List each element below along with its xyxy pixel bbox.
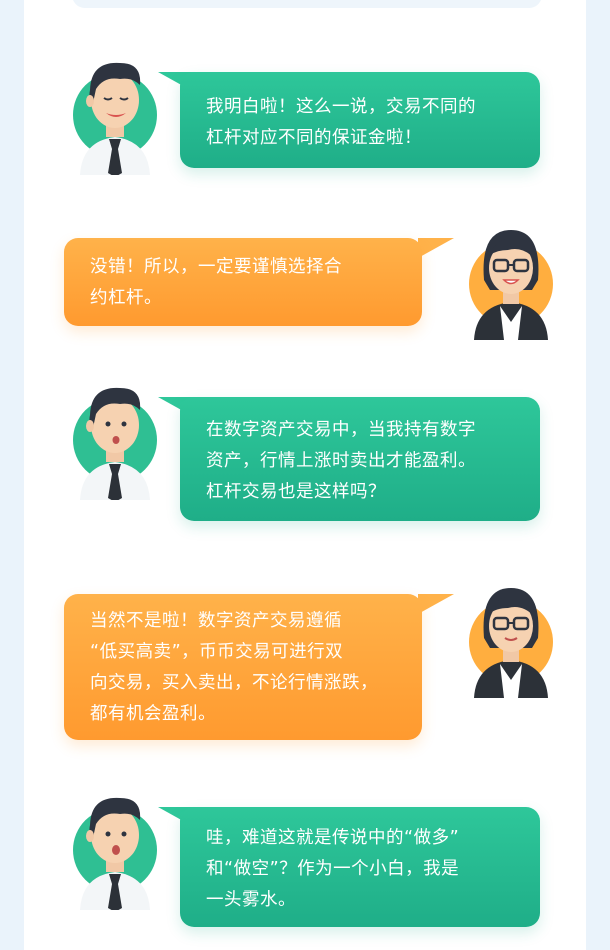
woman-message-bubble: 当然不是啦！数字资产交易遵循 “低买高卖”，币币交易可进行双 向交易，买入卖出，… xyxy=(64,594,422,740)
man-avatar-icon xyxy=(73,62,157,175)
woman-avatar-icon xyxy=(469,230,553,340)
woman-message-bubble: 没错！所以，一定要谨慎选择合 约杠杆。 xyxy=(64,238,422,326)
man-message-bubble: 我明白啦！这么一说，交易不同的 杠杆对应不同的保证金啦！ xyxy=(180,72,540,168)
bubble-tail xyxy=(418,594,454,614)
man-avatar-icon xyxy=(73,387,157,500)
bubble-tail xyxy=(418,238,454,258)
man-message-bubble: 哇，难道这就是传说中的“做多” 和“做空”？作为一个小白，我是 一头雾水。 xyxy=(180,807,540,927)
previous-bubble-edge xyxy=(72,0,542,8)
man-avatar-icon xyxy=(73,797,157,910)
woman-avatar-icon xyxy=(469,588,553,698)
man-message-bubble: 在数字资产交易中，当我持有数字 资产，行情上涨时卖出才能盈利。 杠杆交易也是这样… xyxy=(180,397,540,521)
